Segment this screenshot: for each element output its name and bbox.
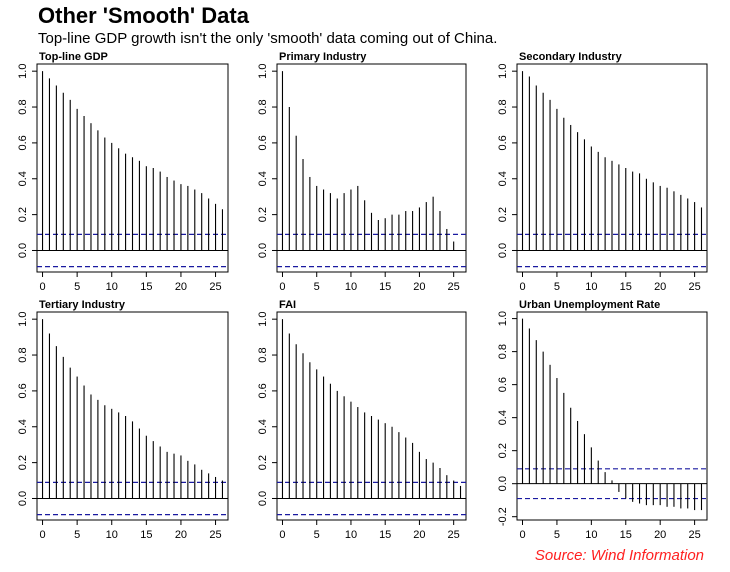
y-tick-label: 0.0 xyxy=(257,491,269,506)
y-tick-label: 0.4 xyxy=(257,419,269,434)
plot-frame xyxy=(516,63,708,273)
y-tick-label: 0.0 xyxy=(497,243,509,258)
y-tick-label: -0.2 xyxy=(497,507,509,526)
x-tick-label: 5 xyxy=(74,281,80,293)
x-tick-label: 5 xyxy=(554,529,560,541)
plot-frame xyxy=(276,63,467,273)
x-tick-label: 10 xyxy=(106,281,118,293)
x-tick-label: 10 xyxy=(106,529,118,541)
y-tick-label: 0.6 xyxy=(17,135,29,150)
x-tick-label: 0 xyxy=(519,281,525,293)
panel-title: Secondary Industry xyxy=(519,51,623,63)
y-tick-label: 0.4 xyxy=(17,419,29,434)
x-tick-label: 5 xyxy=(74,529,80,541)
plot-frame xyxy=(276,311,467,521)
y-tick-label: 0.4 xyxy=(257,171,269,186)
x-tick-label: 0 xyxy=(279,281,285,293)
panel-title: Top-line GDP xyxy=(39,51,108,63)
panel-title: Tertiary Industry xyxy=(39,299,126,311)
y-tick-label: 0.2 xyxy=(257,207,269,222)
x-tick-label: 25 xyxy=(448,529,460,541)
x-tick-label: 20 xyxy=(413,529,425,541)
y-tick-label: 0.4 xyxy=(497,171,509,186)
x-tick-label: 25 xyxy=(209,529,221,541)
y-tick-label: 0.2 xyxy=(17,455,29,470)
x-tick-label: 0 xyxy=(519,529,525,541)
panel-title: FAI xyxy=(279,299,296,311)
source-note: Source: Wind Information xyxy=(534,547,704,564)
y-tick-label: 0.6 xyxy=(257,135,269,150)
x-tick-label: 10 xyxy=(585,281,597,293)
y-tick-label: 0.6 xyxy=(17,383,29,398)
x-tick-label: 25 xyxy=(688,529,700,541)
y-tick-label: 0.8 xyxy=(17,99,29,114)
x-tick-label: 15 xyxy=(140,281,152,293)
y-tick-label: 0.0 xyxy=(257,243,269,258)
x-tick-label: 10 xyxy=(345,281,357,293)
panel-title: Primary Industry xyxy=(279,51,367,63)
x-tick-label: 20 xyxy=(175,281,187,293)
y-tick-label: 0.0 xyxy=(17,243,29,258)
x-tick-label: 15 xyxy=(620,529,632,541)
y-tick-label: 1.0 xyxy=(497,311,509,326)
y-tick-label: 0.8 xyxy=(257,99,269,114)
y-tick-label: 0.4 xyxy=(497,410,509,425)
y-tick-label: 1.0 xyxy=(257,312,269,327)
x-tick-label: 15 xyxy=(140,529,152,541)
x-tick-label: 0 xyxy=(39,529,45,541)
x-tick-label: 25 xyxy=(448,281,460,293)
x-tick-label: 15 xyxy=(379,281,391,293)
y-tick-label: 1.0 xyxy=(17,64,29,79)
y-tick-label: 1.0 xyxy=(257,64,269,79)
acf-panel-5: FAI 0.0 0.2 0.4 0.6 0.8 1.0 0 5 10 15 20 25 xyxy=(257,299,467,541)
y-tick-label: 0.8 xyxy=(17,347,29,362)
acf-panel-4: Tertiary Industry 0.0 0.2 0.4 0.6 0.8 1.0 0 5 10 1… xyxy=(17,299,229,541)
x-tick-label: 15 xyxy=(620,281,632,293)
y-tick-label: 0.2 xyxy=(497,207,509,222)
x-tick-label: 20 xyxy=(654,529,666,541)
y-tick-label: 0.4 xyxy=(17,171,29,186)
x-tick-label: 20 xyxy=(175,529,187,541)
y-tick-label: 0.6 xyxy=(497,135,509,150)
x-tick-label: 5 xyxy=(314,281,320,293)
x-tick-label: 25 xyxy=(688,281,700,293)
y-tick-label: 0.2 xyxy=(497,443,509,458)
acf-panel-3: Secondary Industry 0.0 0.2 0.4 0.6 0.8 1.0 0 5 10… xyxy=(497,51,708,293)
panel-title: Urban Unemployment Rate xyxy=(519,299,660,311)
x-tick-label: 0 xyxy=(39,281,45,293)
y-tick-label: 0.8 xyxy=(257,347,269,362)
x-tick-label: 20 xyxy=(413,281,425,293)
x-tick-label: 20 xyxy=(654,281,666,293)
x-tick-label: 25 xyxy=(209,281,221,293)
y-tick-label: 0.0 xyxy=(497,476,509,491)
acf-panel-2: Primary Industry 0.0 0.2 0.4 0.6 0.8 1.0 0 5 10 15… xyxy=(257,51,467,293)
plot-frame xyxy=(516,311,708,521)
x-tick-label: 0 xyxy=(279,529,285,541)
y-tick-label: 1.0 xyxy=(497,64,509,79)
x-tick-label: 5 xyxy=(314,529,320,541)
x-tick-label: 10 xyxy=(345,529,357,541)
y-tick-label: 0.0 xyxy=(17,491,29,506)
acf-panel-1: Top-line GDP 0.0 0.2 0.4 0.6 0.8 1.0 0 5 10 15 20 25 xyxy=(17,51,229,293)
x-tick-label: 10 xyxy=(585,529,597,541)
chart-title: Other 'Smooth' Data xyxy=(38,3,249,28)
plot-frame xyxy=(36,63,229,273)
chart-subtitle: Top-line GDP growth isn't the only 'smoo… xyxy=(38,30,498,47)
y-tick-label: 1.0 xyxy=(17,312,29,327)
y-tick-label: 0.6 xyxy=(497,377,509,392)
acf-panel-6: Urban Unemployment Rate -0.2 0.0 0.2 0.4 0.6 0… xyxy=(497,299,708,541)
y-tick-label: 0.2 xyxy=(257,455,269,470)
x-tick-label: 15 xyxy=(379,529,391,541)
y-tick-label: 0.6 xyxy=(257,383,269,398)
y-tick-label: 0.8 xyxy=(497,344,509,359)
y-tick-label: 0.8 xyxy=(497,99,509,114)
plot-frame xyxy=(36,311,229,521)
x-tick-label: 5 xyxy=(554,281,560,293)
y-tick-label: 0.2 xyxy=(17,207,29,222)
